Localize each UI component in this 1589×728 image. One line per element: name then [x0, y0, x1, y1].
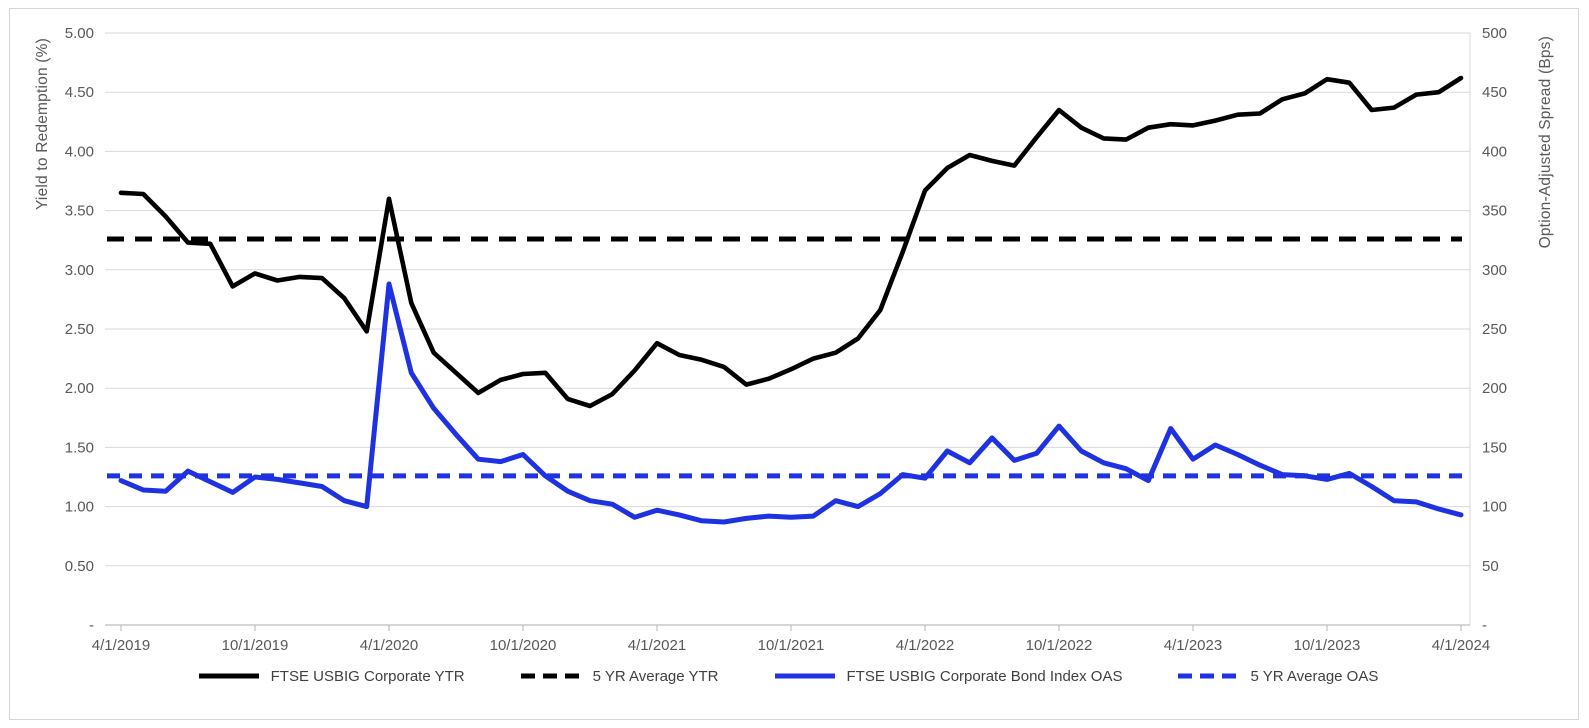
y-axis-tick-label-left: 1.50 — [65, 439, 94, 456]
y-axis-tick-label-left: 4.00 — [65, 143, 94, 160]
x-axis-tick-label: 4/1/2024 — [1432, 637, 1490, 654]
y-axis-tick-label-left: 2.00 — [65, 380, 94, 397]
x-axis-tick-label: 10/1/2022 — [1026, 637, 1093, 654]
y-axis-tick-label-right: 500 — [1482, 25, 1507, 42]
x-axis-tick-label: 10/1/2019 — [222, 637, 289, 654]
legend-label-ytr: FTSE USBIG Corporate YTR — [270, 667, 465, 685]
y-axis-tick-label-right: 150 — [1482, 439, 1507, 456]
legend-item-avg-oas: 5 YR Average OAS — [1176, 668, 1378, 685]
y-axis-tick-label-left: 4.50 — [65, 84, 94, 101]
x-axis-tick-label: 4/1/2023 — [1164, 637, 1222, 654]
legend-item-avg-ytr: 5 YR Average YTR — [519, 668, 719, 685]
y-axis-tick-label-right: - — [1482, 617, 1487, 634]
legend-swatch-dashed-black-icon — [520, 673, 581, 679]
y-axis-tick-label-right: 50 — [1482, 558, 1499, 575]
series-line-2 — [118, 281, 1464, 525]
legend-label-oas: FTSE USBIG Corporate Bond Index OAS — [846, 667, 1123, 685]
series-line-0 — [118, 75, 1464, 409]
y-axis-tick-label-right: 100 — [1482, 499, 1507, 516]
x-axis-tick-label: 4/1/2019 — [92, 637, 150, 654]
y-axis-tick-label-left: 3.00 — [65, 262, 94, 279]
legend-item-ytr: FTSE USBIG Corporate YTR — [197, 668, 465, 685]
y-axis-tick-label-left: 3.50 — [65, 203, 94, 220]
right-axis-title: Option-Adjusted Spread (Bps) — [1537, 36, 1554, 249]
y-axis-tick-label-right: 200 — [1482, 380, 1507, 397]
legend-swatch-solid-black-icon — [198, 673, 259, 679]
chart-legend: FTSE USBIG Corporate YTR 5 YR Average YT… — [105, 663, 1470, 689]
legend-swatch-solid-blue-icon — [774, 673, 835, 679]
y-axis-tick-label-right: 400 — [1482, 143, 1507, 160]
x-axis-tick-label: 10/1/2021 — [758, 637, 825, 654]
legend-label-avg-ytr: 5 YR Average YTR — [592, 667, 719, 685]
x-axis-tick-label: 4/1/2021 — [628, 637, 686, 654]
y-axis-tick-label-left: 0.50 — [65, 558, 94, 575]
x-axis-tick-label: 10/1/2020 — [490, 637, 557, 654]
legend-swatch-dashed-blue-icon — [1178, 673, 1239, 679]
x-axis-tick-label: 4/1/2020 — [360, 637, 418, 654]
y-axis-tick-label-right: 250 — [1482, 321, 1507, 338]
y-axis-tick-label-right: 300 — [1482, 262, 1507, 279]
x-axis-tick-label: 4/1/2022 — [896, 637, 954, 654]
y-axis-tick-label-left: 5.00 — [65, 25, 94, 42]
y-axis-tick-label-left: - — [89, 617, 94, 634]
y-axis-tick-label-right: 350 — [1482, 203, 1507, 220]
y-axis-tick-label-left: 1.00 — [65, 499, 94, 516]
y-axis-tick-label-right: 450 — [1482, 84, 1507, 101]
y-axis-tick-label-left: 2.50 — [65, 321, 94, 338]
chart-frame — [9, 8, 1579, 720]
legend-item-oas: FTSE USBIG Corporate Bond Index OAS — [773, 667, 1123, 685]
x-axis-tick-label: 10/1/2023 — [1294, 637, 1361, 654]
left-axis-title: Yield to Redemption (%) — [34, 38, 51, 211]
legend-label-avg-oas: 5 YR Average OAS — [1250, 667, 1379, 685]
